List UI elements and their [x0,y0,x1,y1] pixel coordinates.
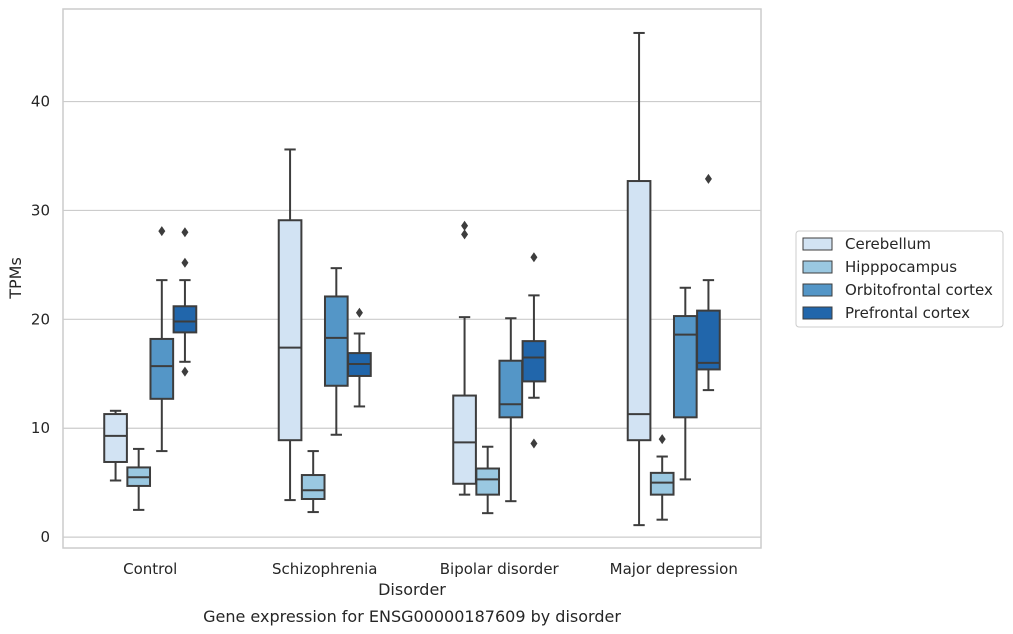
boxes [103,31,721,527]
box-iqr [649,471,675,496]
box-iqr [672,315,698,419]
box-iqr [498,359,524,419]
box-iqr [626,180,652,442]
plot-area-frame [62,8,762,549]
box-major-depression-hipppocampus [649,434,675,521]
outlier-point [181,257,189,268]
box-control-prefrontal-cortex [172,227,198,377]
outlier-point [461,220,469,231]
y-tick-label-40: 40 [31,93,50,111]
outlier-point [530,252,538,263]
legend-swatch-cerebellum [802,237,833,251]
legend-swatch-prefrontal-cortex [802,306,833,320]
box-major-depression-cerebellum [626,31,652,527]
x-axis-label: Disorder [378,580,446,599]
legend-swatch-hipppocampus [802,260,833,274]
box-bipolar-disorder-cerebellum [452,220,477,496]
y-tick-label-10: 10 [31,419,50,437]
y-axis-label: TPMs [6,257,25,300]
x-tick-label-bipolar-disorder: Bipolar disorder [440,560,560,578]
outlier-point [461,229,469,240]
x-tick-label-schizophrenia: Schizophrenia [272,560,377,578]
box-bipolar-disorder-orbitofrontal-cortex [498,317,524,503]
x-tick-label-major-depression: Major depression [610,560,738,578]
legend-label-prefrontal-cortex: Prefrontal cortex [845,304,970,322]
legend-label-hipppocampus: Hipppocampus [845,258,957,276]
outlier-point [704,173,712,184]
box-iqr [521,340,547,383]
box-control-cerebellum [103,409,128,482]
outlier-point [658,434,666,445]
box-iqr [149,337,175,400]
outlier-point [181,227,189,238]
legend-swatch-orbitofrontal-cortex [802,283,833,297]
box-iqr [452,394,477,485]
y-tick-label-0: 0 [40,528,50,546]
box-iqr [172,305,198,334]
y-axis-ticks: 0 10 20 30 40 [31,93,50,547]
box-iqr [323,295,349,387]
outlier-point [530,438,538,449]
x-axis-ticks: Control Schizophrenia Bipolar disorder Majo… [123,560,738,578]
x-tick-label-control: Control [123,560,177,578]
legend-frame [795,230,1004,328]
box-schizophrenia-cerebellum [277,148,303,502]
box-bipolar-disorder-hipppocampus [475,445,501,515]
y-tick-label-20: 20 [31,310,50,328]
box-iqr [475,467,501,496]
chart-caption: Gene expression for ENSG00000187609 by d… [203,607,621,626]
legend-label-cerebellum: Cerebellum [845,235,931,253]
outlier-point [158,226,166,237]
grid-lines [63,100,761,538]
box-control-orbitofrontal-cortex [149,226,175,453]
box-iqr [277,219,303,442]
box-iqr [103,413,128,463]
box-bipolar-disorder-prefrontal-cortex [521,252,547,449]
legend: Cerebellum Hipppocampus Orbitofrontal cort… [795,230,1004,328]
box-major-depression-orbitofrontal-cortex [672,286,698,481]
box-schizophrenia-hipppocampus [300,450,326,514]
legend-label-orbitofrontal-cortex: Orbitofrontal cortex [845,281,993,299]
box-major-depression-prefrontal-cortex [696,173,721,392]
y-tick-label-30: 30 [31,201,50,219]
box-schizophrenia-prefrontal-cortex [347,307,372,408]
outlier-point [355,307,363,318]
box-iqr [300,474,326,500]
outlier-point [181,366,189,377]
box-control-hipppocampus [126,447,152,511]
box-schizophrenia-orbitofrontal-cortex [323,267,349,436]
box-iqr [696,309,721,371]
